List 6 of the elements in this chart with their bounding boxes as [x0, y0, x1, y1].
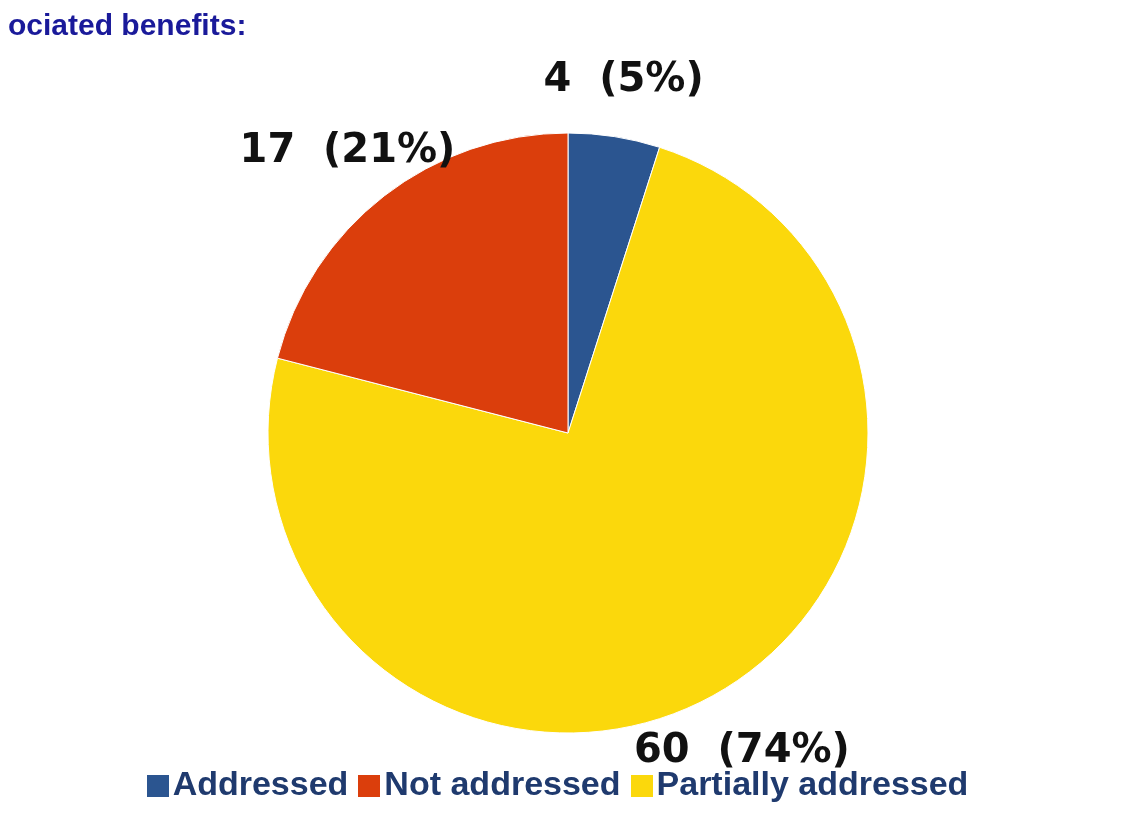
- data-label: 17 (21%): [239, 125, 456, 172]
- legend-label: Addressed: [172, 764, 349, 802]
- chart-title: ociated benefits:: [8, 8, 248, 43]
- legend-label: Not addressed: [384, 764, 621, 802]
- data-label: 4 (5%): [543, 54, 704, 101]
- data-label: 60 (74%): [634, 725, 850, 772]
